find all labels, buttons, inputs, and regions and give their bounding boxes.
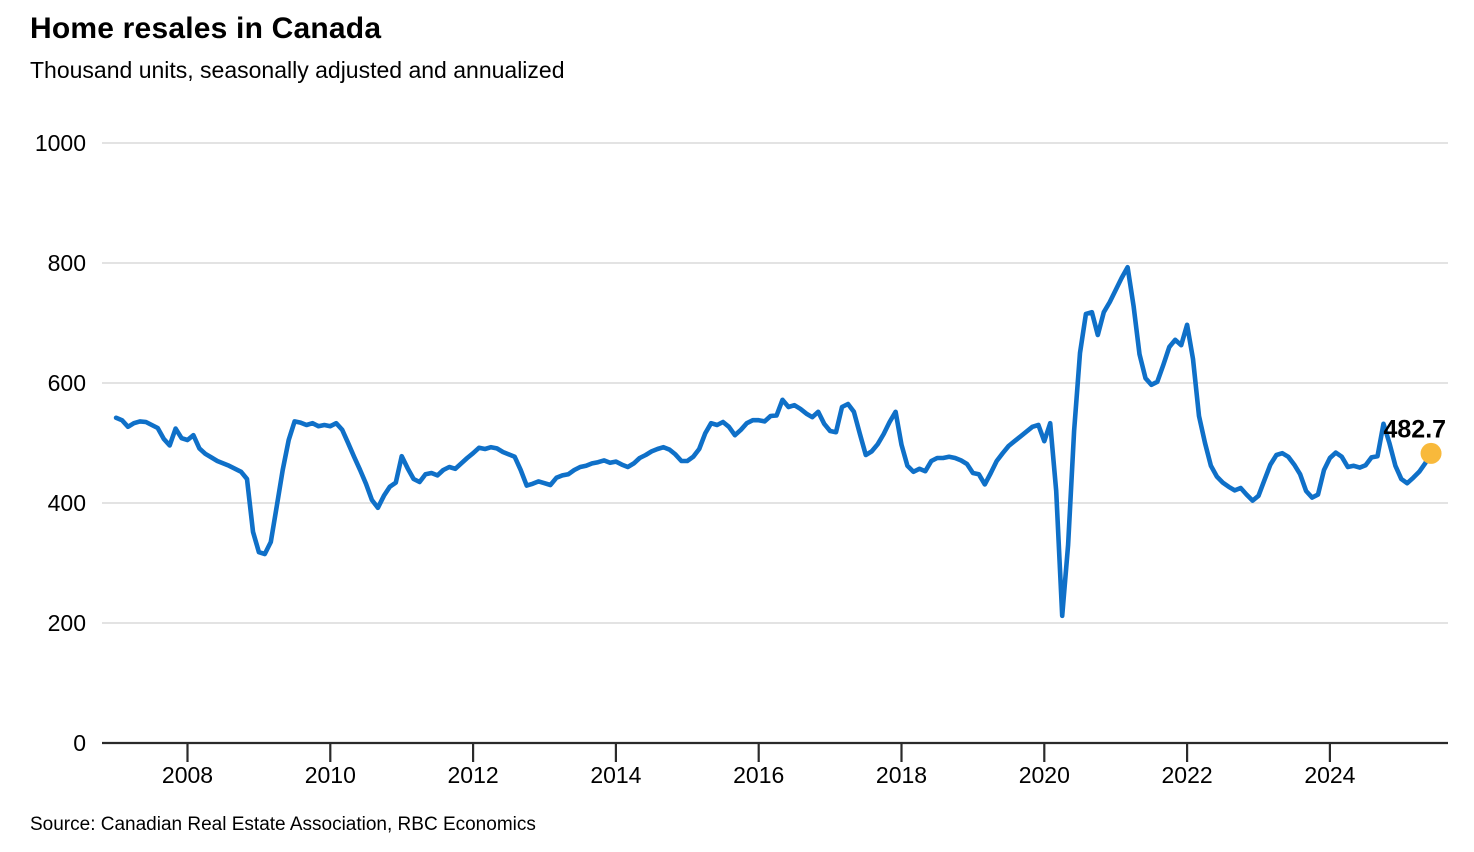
y-tick-label: 200	[48, 610, 86, 636]
latest-value-dot	[1420, 442, 1442, 464]
x-tick-label: 2022	[1162, 762, 1213, 788]
chart-title: Home resales in Canada	[30, 12, 382, 45]
x-axis-tick-labels: 2008 2010 2012 2014 2016 2018 2020 2022 2024	[162, 762, 1356, 788]
latest-value-label: 482.7	[1383, 415, 1446, 443]
source-note: Source: Canadian Real Estate Association…	[30, 814, 536, 835]
x-tick-label: 2008	[162, 762, 213, 788]
x-tick-label: 2012	[448, 762, 499, 788]
x-tick-label: 2014	[590, 762, 641, 788]
gridlines	[102, 142, 1448, 624]
x-tick-label: 2016	[733, 762, 784, 788]
y-tick-label: 400	[48, 490, 86, 516]
y-tick-label: 1000	[35, 130, 86, 156]
x-tick-label: 2024	[1304, 762, 1355, 788]
x-tick-label: 2010	[305, 762, 356, 788]
resales-line-series	[113, 264, 1434, 619]
chart-subtitle: Thousand units, seasonally adjusted and …	[30, 57, 565, 83]
x-axis	[102, 741, 1448, 762]
x-tick-label: 2018	[876, 762, 927, 788]
y-tick-label: 0	[73, 730, 86, 756]
y-axis-tick-labels: 0 200 400 600 800 1000	[35, 130, 86, 756]
y-tick-label: 800	[48, 250, 86, 276]
x-tick-label: 2020	[1019, 762, 1070, 788]
y-tick-label: 600	[48, 370, 86, 396]
